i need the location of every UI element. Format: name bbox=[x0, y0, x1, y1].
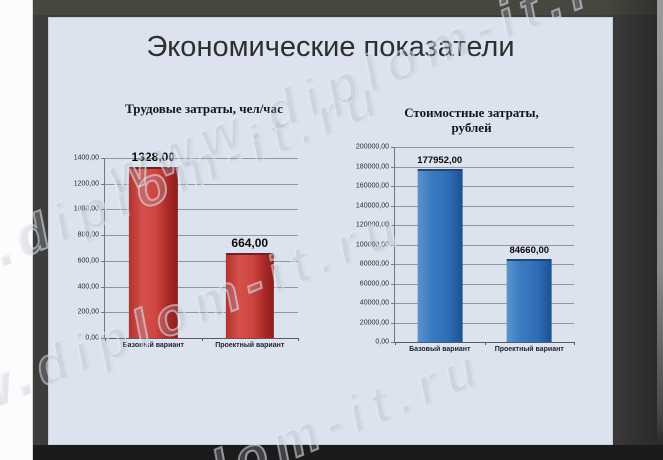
bar-Базовый вариант bbox=[417, 168, 463, 342]
x-axis-tick bbox=[574, 342, 575, 345]
x-axis-tick bbox=[201, 338, 203, 341]
slide: Экономические показатели Трудовые затрат… bbox=[48, 17, 613, 445]
y-axis-tick-label: 200,00 bbox=[77, 308, 99, 316]
x-axis-tick bbox=[484, 342, 486, 345]
y-axis-tick bbox=[101, 260, 105, 262]
gridline bbox=[395, 166, 574, 168]
gridline bbox=[395, 264, 574, 265]
y-axis-tick bbox=[391, 264, 395, 265]
frame-right-shade bbox=[603, 0, 663, 460]
gridline bbox=[395, 303, 574, 304]
frame-top-bar bbox=[0, 0, 663, 15]
y-axis-tick bbox=[101, 286, 105, 288]
y-axis-tick-label: 600,00 bbox=[77, 257, 99, 265]
y-axis-tick bbox=[391, 322, 395, 324]
gridline bbox=[105, 312, 298, 314]
y-axis-tick bbox=[101, 235, 105, 237]
bar-Проектный вариант bbox=[506, 259, 552, 342]
y-axis-tick bbox=[391, 342, 395, 343]
labor-costs-plot-area: 1400,00 1200,00 1000,00 800,00 600,00 400,00 2… bbox=[74, 150, 299, 349]
y-axis-tick-label: 400,00 bbox=[77, 283, 99, 291]
category-label: Проектный вариант bbox=[494, 346, 564, 353]
y-axis-tick-label: 800,00 bbox=[77, 231, 99, 239]
y-axis-tick bbox=[391, 166, 395, 168]
y-axis-tick bbox=[391, 147, 395, 148]
y-axis-tick-label: 80000,00 bbox=[359, 260, 389, 268]
y-axis-tick-label: 1400,00 bbox=[73, 154, 99, 162]
y-axis-tick-label: 100000,00 bbox=[355, 241, 389, 248]
y-axis-tick bbox=[391, 205, 395, 207]
y-axis-tick-label: 180000,00 bbox=[355, 163, 389, 170]
gridline bbox=[395, 283, 574, 285]
y-axis-tick-label: 0,00 bbox=[85, 334, 99, 342]
y-axis-tick bbox=[101, 338, 105, 339]
bar-value-label: 1328,00 bbox=[131, 150, 175, 165]
gridline bbox=[395, 225, 574, 226]
gridline bbox=[105, 260, 298, 262]
y-axis-tick-label: 60000,00 bbox=[359, 280, 389, 287]
y-axis-tick-label: 140000,00 bbox=[355, 202, 389, 209]
gridline bbox=[105, 209, 298, 211]
bar-Проектный вариант bbox=[225, 252, 274, 338]
y-axis-tick-label: 0,00 bbox=[375, 338, 389, 346]
y-axis-tick bbox=[101, 209, 105, 211]
x-axis-tick bbox=[395, 342, 396, 345]
category-label: Базовый вариант bbox=[122, 342, 184, 349]
category-label: Проектный вариант bbox=[215, 342, 285, 349]
y-axis-tick-label: 20000,00 bbox=[359, 319, 389, 326]
money-costs-plot-area: 200000,00 180000,00 160000,00 140000,00 1200… bbox=[356, 144, 575, 353]
y-axis-tick-label: 160000,00 bbox=[355, 182, 389, 190]
gridline bbox=[105, 235, 298, 237]
gridline bbox=[395, 322, 574, 324]
gridline bbox=[395, 244, 574, 246]
frame-bottom-bar bbox=[0, 445, 663, 460]
gridline bbox=[105, 158, 298, 159]
y-axis-tick bbox=[391, 244, 395, 246]
bar-value-label: 664,00 bbox=[231, 235, 269, 250]
slide-title: Экономические показатели bbox=[146, 31, 515, 63]
y-axis-tick bbox=[391, 186, 395, 187]
y-axis-tick-label: 1000,00 bbox=[73, 205, 99, 213]
bar-value-label: 177952,00 bbox=[417, 154, 463, 166]
gridline bbox=[395, 186, 574, 187]
gridline bbox=[395, 205, 574, 207]
y-axis-tick-label: 120000,00 bbox=[355, 221, 389, 229]
frame-right-strip bbox=[657, 0, 663, 445]
labor-costs-chart-title: Трудовые затраты, чел/час bbox=[125, 101, 283, 116]
gridline bbox=[105, 183, 298, 185]
y-axis-tick bbox=[391, 303, 395, 304]
y-axis-tick-label: 40000,00 bbox=[359, 299, 389, 307]
y-axis-tick bbox=[101, 158, 105, 159]
y-axis-tick bbox=[101, 183, 105, 185]
bar-value-label: 84660,00 bbox=[509, 245, 550, 257]
y-axis-tick bbox=[101, 312, 105, 314]
y-axis-tick-label: 1200,00 bbox=[73, 180, 99, 188]
y-axis-tick bbox=[391, 225, 395, 226]
gridline bbox=[395, 147, 574, 148]
gridline bbox=[105, 286, 298, 288]
x-axis-tick bbox=[298, 338, 299, 341]
bar-Базовый вариант bbox=[129, 167, 178, 338]
left-white-strip bbox=[0, 0, 33, 460]
y-axis-tick-label: 200000,00 bbox=[355, 143, 389, 151]
money-costs-chart-title: Стоимостные затраты, рублей bbox=[404, 105, 539, 135]
y-axis-tick bbox=[391, 283, 395, 285]
x-axis-tick bbox=[105, 338, 106, 341]
category-label: Базовый вариант bbox=[409, 346, 471, 353]
